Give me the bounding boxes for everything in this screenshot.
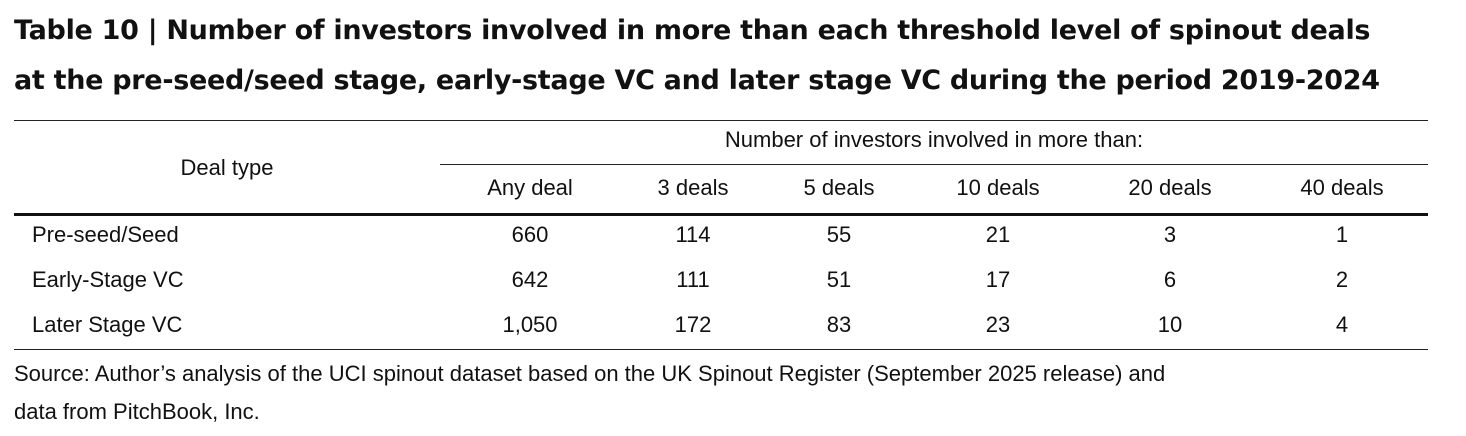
column-header-3-deals: 3 deals bbox=[657, 175, 729, 200]
column-group-header: Number of investors involved in more tha… bbox=[724, 127, 1144, 152]
table-cell: 3 bbox=[1163, 222, 1177, 247]
column-header-5-deals: 5 deals bbox=[803, 175, 875, 200]
table-cell: 17 bbox=[985, 267, 1011, 292]
table-cell: 642 bbox=[511, 267, 549, 292]
deal-type-header: Deal type bbox=[180, 155, 274, 180]
table-cell: 83 bbox=[826, 312, 852, 337]
column-header-40-deals: 40 deals bbox=[1300, 175, 1384, 200]
column-header-20-deals: 20 deals bbox=[1128, 175, 1212, 200]
table-cell: 2 bbox=[1335, 267, 1349, 292]
table-title: Table 10 | Number of investors involved … bbox=[14, 6, 1454, 106]
table-cell: 4 bbox=[1335, 312, 1349, 337]
table-top-rule bbox=[14, 120, 1428, 121]
row-label-pre-seed-seed: Pre-seed/Seed bbox=[32, 222, 179, 247]
table-cell: 111 bbox=[676, 267, 710, 292]
table-cell: 114 bbox=[675, 222, 711, 247]
row-label-early-stage-vc: Early-Stage VC bbox=[32, 267, 184, 292]
table-cell: 10 bbox=[1157, 312, 1183, 337]
source-note: Source: Author’s analysis of the UCI spi… bbox=[14, 355, 1454, 431]
table-cell: 1 bbox=[1335, 222, 1349, 247]
table-title-line-2: at the pre-seed/seed stage, early-stage … bbox=[14, 65, 1380, 96]
table-bottom-rule bbox=[14, 349, 1428, 350]
table-title-line-1: Table 10 | Number of investors involved … bbox=[14, 15, 1371, 46]
source-note-line-1: Source: Author’s analysis of the UCI spi… bbox=[14, 361, 1166, 386]
source-note-line-2: data from PitchBook, Inc. bbox=[14, 399, 260, 424]
row-label-later-stage-vc: Later Stage VC bbox=[32, 312, 183, 337]
table-cell: 172 bbox=[674, 312, 712, 337]
column-header-any-deal: Any deal bbox=[487, 175, 573, 200]
column-header-10-deals: 10 deals bbox=[956, 175, 1040, 200]
table-cell: 51 bbox=[826, 267, 852, 292]
table-cell: 55 bbox=[826, 222, 852, 247]
column-group-rule bbox=[440, 164, 1428, 165]
table-cell: 660 bbox=[511, 222, 549, 247]
table-cell: 1,050 bbox=[502, 312, 558, 337]
table-cell: 6 bbox=[1163, 267, 1177, 292]
table-cell: 23 bbox=[985, 312, 1011, 337]
table-cell: 21 bbox=[985, 222, 1011, 247]
header-rule bbox=[14, 213, 1428, 216]
